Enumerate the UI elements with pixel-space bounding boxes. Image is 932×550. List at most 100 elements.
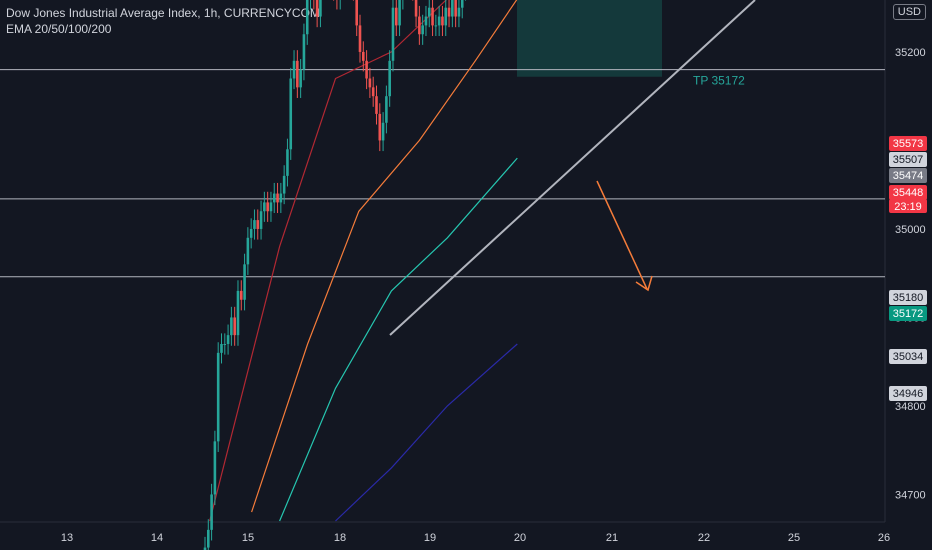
x-tick-label: 15 bbox=[242, 532, 254, 544]
x-tick-label: 25 bbox=[788, 532, 800, 544]
y-tick-label: 35000 bbox=[895, 224, 926, 236]
projection-arrow[interactable] bbox=[596, 180, 648, 290]
candle-body bbox=[289, 78, 293, 150]
candle-body bbox=[223, 344, 227, 345]
countdown-badge bbox=[889, 199, 927, 213]
price-badge-label: 35474 bbox=[893, 170, 924, 182]
candle-body bbox=[378, 113, 382, 141]
candle-body bbox=[266, 202, 269, 212]
candle-body bbox=[427, 7, 431, 17]
candle-body bbox=[256, 220, 260, 229]
candle-body bbox=[203, 547, 207, 550]
candle-body bbox=[381, 122, 385, 141]
candle-body bbox=[398, 0, 401, 26]
candle-body bbox=[431, 7, 434, 26]
take-profit-label: TP 35172 bbox=[693, 74, 745, 88]
y-tick-label: 35200 bbox=[895, 47, 926, 59]
x-tick-label: 13 bbox=[61, 532, 73, 544]
ema-line bbox=[251, 0, 518, 513]
x-tick-label: 19 bbox=[424, 532, 436, 544]
candle-body bbox=[414, 0, 418, 17]
candle-body bbox=[259, 211, 263, 229]
candle-body bbox=[394, 7, 398, 26]
countdown-label: 23:19 bbox=[894, 201, 922, 213]
candle-body bbox=[286, 149, 289, 176]
candle-body bbox=[434, 25, 438, 27]
candle-body bbox=[444, 7, 448, 26]
x-tick-label: 22 bbox=[698, 532, 710, 544]
candle-body bbox=[216, 352, 220, 442]
candle-body bbox=[239, 290, 243, 300]
candle-body bbox=[365, 60, 368, 79]
candle-body bbox=[315, 0, 319, 17]
price-badge bbox=[889, 306, 927, 321]
candle-body bbox=[269, 202, 273, 212]
price-badge bbox=[889, 349, 927, 364]
x-tick-label: 20 bbox=[514, 532, 526, 544]
x-tick-label: 21 bbox=[606, 532, 618, 544]
price-badge-label: 35180 bbox=[893, 292, 924, 304]
candle-body bbox=[454, 0, 457, 17]
candle-body bbox=[279, 193, 283, 203]
candle-body bbox=[457, 7, 461, 17]
arrow-head-icon bbox=[635, 275, 653, 292]
candle-body bbox=[272, 193, 276, 203]
price-badge-label: 35507 bbox=[893, 154, 924, 166]
trendline[interactable] bbox=[389, 0, 756, 336]
candle-body bbox=[253, 220, 256, 229]
candle-body bbox=[371, 87, 375, 97]
candle-body bbox=[375, 96, 378, 114]
x-tick-label: 26 bbox=[878, 532, 890, 544]
price-badge-label: 35172 bbox=[893, 308, 924, 320]
currency-button[interactable]: USD bbox=[892, 4, 926, 20]
candle-body bbox=[421, 25, 424, 35]
candle-body bbox=[233, 317, 236, 336]
candle-body bbox=[210, 494, 213, 530]
take-profit-zone[interactable] bbox=[517, 0, 662, 77]
candle-body bbox=[385, 96, 388, 123]
candle-body bbox=[447, 7, 451, 17]
price-badge bbox=[889, 136, 927, 151]
ema-line bbox=[335, 343, 518, 522]
x-tick-label: 18 bbox=[334, 532, 346, 544]
candle-body bbox=[355, 0, 359, 26]
candle-body bbox=[263, 202, 266, 212]
candle-body bbox=[213, 441, 217, 495]
y-tick-label: 34700 bbox=[895, 489, 926, 501]
chart-title: Dow Jones Industrial Average Index, 1h, … bbox=[6, 6, 320, 20]
candle-body bbox=[249, 228, 253, 238]
candle-body bbox=[226, 335, 230, 344]
candle-body bbox=[236, 290, 240, 336]
price-badge bbox=[889, 386, 927, 401]
candle-body bbox=[299, 69, 302, 88]
candle-body bbox=[358, 25, 362, 52]
candle-body bbox=[246, 237, 250, 265]
candle-body bbox=[302, 34, 306, 70]
candle-body bbox=[441, 16, 444, 26]
candle-body bbox=[243, 264, 246, 300]
candle-body bbox=[451, 0, 454, 17]
price-badge-label: 35448 bbox=[893, 187, 924, 199]
price-badge bbox=[889, 152, 927, 167]
candle-body bbox=[460, 0, 464, 8]
price-badge-label: 35573 bbox=[893, 138, 924, 150]
price-badge bbox=[889, 185, 927, 200]
price-badge bbox=[889, 290, 927, 305]
candle-body bbox=[276, 193, 279, 203]
candle-body bbox=[391, 7, 395, 61]
indicator-legend[interactable]: EMA 20/50/100/200 bbox=[6, 22, 112, 36]
candle-body bbox=[368, 78, 372, 88]
candle-body bbox=[206, 529, 210, 548]
candle-body bbox=[418, 16, 421, 35]
x-tick-label: 14 bbox=[151, 532, 163, 544]
y-tick-label: 34800 bbox=[895, 401, 926, 413]
candle-body bbox=[292, 60, 296, 79]
price-badge-label: 35034 bbox=[893, 351, 924, 363]
price-badge bbox=[889, 168, 927, 183]
candle-body bbox=[305, 0, 309, 35]
candle-body bbox=[220, 344, 223, 353]
candle-body bbox=[424, 16, 428, 26]
candle-body bbox=[296, 60, 299, 88]
candle-body bbox=[319, 0, 322, 17]
